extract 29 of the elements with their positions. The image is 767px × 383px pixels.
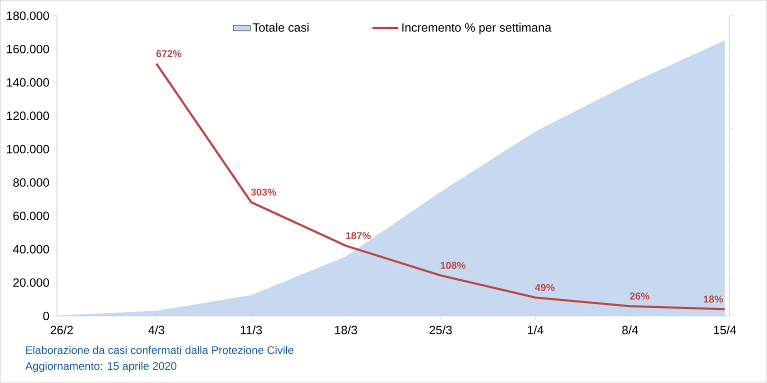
data-label: 303%: [250, 188, 276, 196]
x-tick-label: 1/4: [528, 326, 544, 334]
x-tick-label: 11/3: [240, 326, 262, 334]
y-tick-label: 0: [43, 312, 50, 320]
x-tick-label: 4/3: [148, 326, 164, 334]
data-label: 672%: [156, 50, 182, 58]
text: Aggiornamento: 15 aprile 2020: [25, 362, 176, 372]
y-tick-label: 60.000: [13, 212, 50, 220]
x-tick-label: 25/3: [430, 326, 452, 334]
y-tick-label: 40.000: [13, 245, 50, 254]
data-label: 18%: [704, 296, 723, 303]
x-tick-label: 15/4: [714, 326, 736, 334]
y-tick-label: 20.000: [13, 278, 50, 287]
x-tick-label: 8/4: [622, 326, 638, 334]
x-tick-label: 26/2: [50, 326, 73, 334]
y-tick-label: 180.000: [6, 12, 50, 20]
x-tick-label: 18/3: [335, 326, 358, 334]
legend-label: Totale casi: [252, 23, 309, 32]
legend-label: Incremento % per settimana: [402, 23, 552, 34]
data-label: 49%: [535, 284, 555, 292]
y-tick-label: 160.000: [6, 44, 50, 54]
y-tick-label: 80.000: [13, 178, 50, 187]
text: Elaborazione da casi confermati dalla Protezione Civile: [26, 346, 294, 354]
y-tick-label: 120.000: [6, 112, 50, 120]
y-tick-label: 100.000: [6, 145, 50, 154]
data-label: 187%: [346, 232, 371, 240]
data-label: 108%: [440, 262, 466, 270]
y-tick-label: 140.000: [6, 78, 50, 87]
data-label: 26%: [630, 292, 650, 300]
